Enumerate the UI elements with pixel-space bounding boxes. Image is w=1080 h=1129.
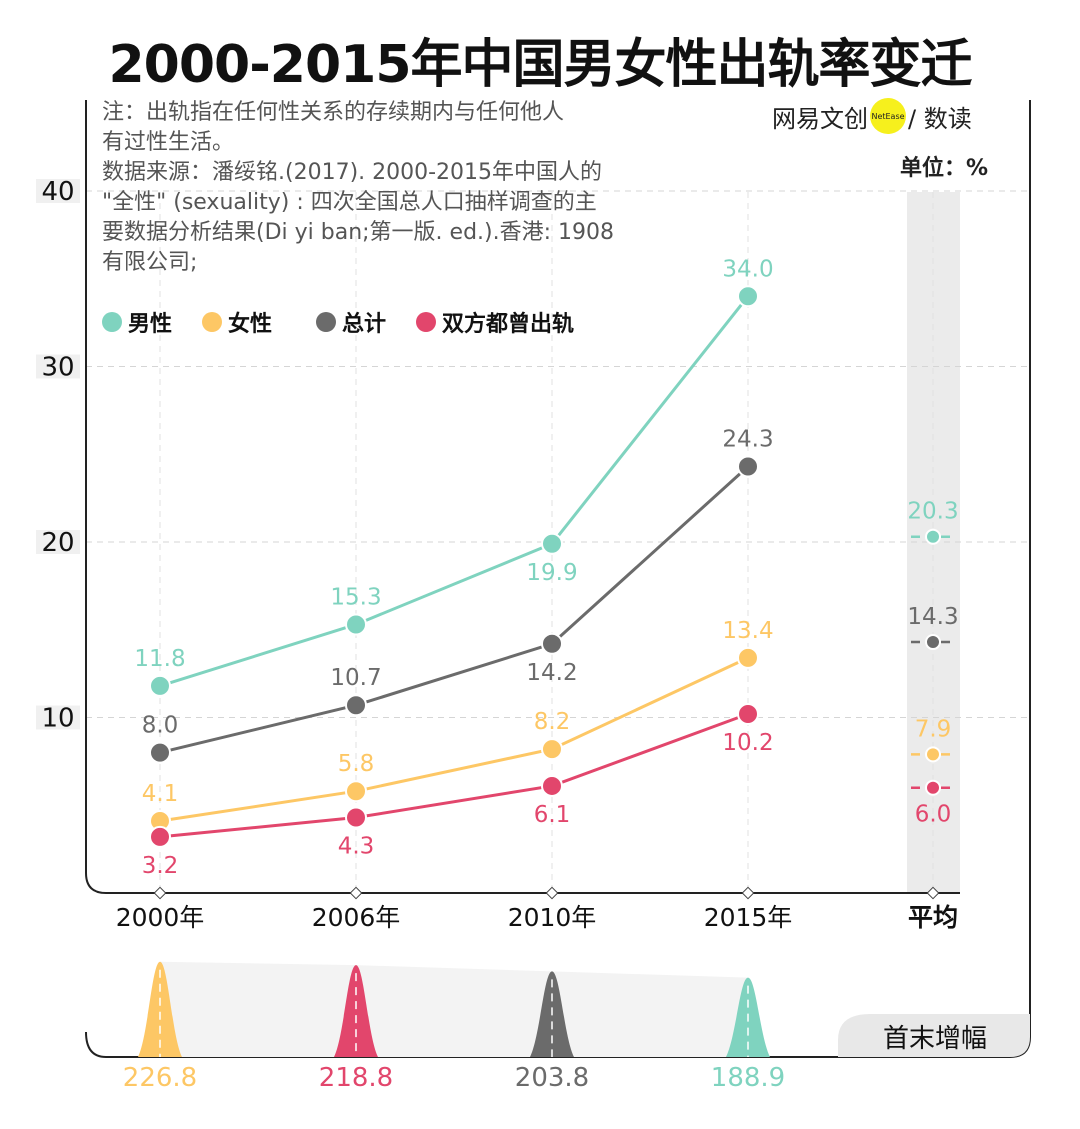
growth-peak [334, 965, 378, 1057]
legend-swatch [316, 312, 337, 332]
ytick-bg [36, 705, 80, 730]
xtick-label: 2006年 [312, 903, 401, 932]
logo-badge: NetEase [870, 98, 906, 134]
data-label: 11.8 [134, 646, 185, 672]
growth-label: 226.8 [123, 1063, 197, 1093]
note-text: 注：出轨指在任何性关系的存续期内与任何他人 有过性生活。 数据来源：潘绥铭.(2… [102, 98, 662, 278]
data-label: 8.2 [534, 709, 571, 735]
source-line: 要数据分析结果(Di yi ban;第一版. ed.).香港: 1908 [102, 220, 615, 245]
ytick-bg [36, 354, 80, 379]
average-label: 6.0 [915, 802, 952, 828]
legend-label: 双方都曾出轨 [442, 312, 575, 337]
xtick-marker [926, 886, 940, 900]
data-point [345, 613, 367, 636]
legend-item: 男性 [102, 306, 172, 338]
data-label: 3.2 [142, 853, 179, 879]
plot-frame [85, 100, 960, 894]
average-label: 7.9 [915, 716, 952, 742]
ytick-bg [36, 530, 80, 554]
legend: 男性 女性 总计 双方都曾出轨 [102, 306, 604, 338]
series-line [159, 465, 750, 755]
average-label: 14.3 [907, 604, 958, 630]
data-label: 34.0 [722, 256, 773, 282]
ytick-label: 40 [41, 177, 74, 207]
data-label: 15.3 [330, 584, 381, 610]
unit-label: 单位：% [899, 156, 988, 181]
legend-swatch [102, 312, 122, 332]
data-point [149, 741, 171, 764]
data-point [345, 780, 367, 803]
data-label: 8.0 [142, 713, 179, 739]
growth-band [160, 961, 748, 1057]
logo-text: 网易文创 [772, 104, 868, 133]
growth-label: 218.8 [319, 1063, 393, 1093]
legend-swatch [202, 312, 223, 332]
data-label: 19.9 [526, 560, 577, 586]
growth-peak [138, 961, 182, 1057]
data-label: 4.3 [338, 834, 375, 860]
series-line [159, 295, 750, 688]
data-point [737, 646, 759, 669]
chart-title: 2000-2015年中国男女性出轨率变迁 [108, 35, 972, 95]
data-label: 5.8 [338, 751, 375, 777]
data-label: 14.2 [526, 660, 577, 686]
xtick-marker [153, 886, 167, 900]
growth-label: 188.9 [711, 1063, 785, 1093]
data-point [345, 694, 367, 717]
data-label: 10.7 [330, 665, 381, 691]
legend-label: 总计 [342, 312, 387, 337]
data-label: 13.4 [722, 618, 773, 644]
data-label: 6.1 [534, 802, 571, 828]
average-point [925, 779, 941, 796]
xtick-marker [545, 886, 559, 900]
data-point [737, 702, 759, 725]
data-point [541, 738, 563, 761]
growth-label: 203.8 [515, 1063, 589, 1093]
logo: 网易文创 NetEase / 数读 [772, 98, 972, 134]
data-point [541, 532, 563, 555]
average-point [925, 746, 941, 763]
growth-title-bg [838, 1014, 1030, 1057]
ytick-label: 10 [41, 704, 74, 734]
data-point [541, 774, 563, 797]
data-point [737, 285, 759, 308]
average-label: 20.3 [907, 499, 958, 525]
note-line: 有过性生活。 [102, 130, 235, 155]
series-line [159, 712, 749, 839]
source-line: "全性" (sexuality) : 四次全国总人口抽样调查的主 [102, 190, 597, 215]
data-point [737, 455, 759, 478]
data-label: 24.3 [722, 427, 773, 453]
average-point [925, 634, 941, 651]
average-point [925, 528, 941, 545]
legend-swatch [416, 312, 437, 332]
legend-item: 女性 [202, 306, 272, 338]
xtick-marker [741, 886, 755, 900]
xtick-label: 2015年 [704, 903, 793, 932]
xtick-label: 2000年 [116, 903, 205, 932]
ytick-bg [36, 179, 80, 203]
ytick-label: 20 [41, 528, 74, 558]
source-line: 有限公司; [102, 250, 198, 275]
note-line: 注：出轨指在任何性关系的存续期内与任何他人 [102, 100, 565, 125]
data-point [541, 632, 563, 655]
growth-title: 首末增幅 [883, 1024, 987, 1054]
data-point [149, 674, 171, 697]
data-point [345, 806, 367, 829]
xtick-label: 2010年 [508, 903, 597, 932]
legend-label: 女性 [228, 312, 273, 337]
data-point [149, 825, 171, 848]
series-line [159, 656, 749, 823]
data-label: 4.1 [142, 781, 179, 807]
ytick-label: 30 [41, 353, 74, 383]
xtick-label: 平均 [908, 903, 958, 932]
data-label: 10.2 [722, 730, 773, 756]
source-line: 数据来源：潘绥铭.(2017). 2000-2015年中国人的 [102, 160, 603, 185]
legend-label: 男性 [128, 312, 173, 337]
xtick-marker [349, 886, 363, 900]
legend-item: 双方都曾出轨 [416, 306, 574, 338]
legend-item: 总计 [316, 306, 386, 338]
logo-text-right: / 数读 [908, 104, 972, 133]
